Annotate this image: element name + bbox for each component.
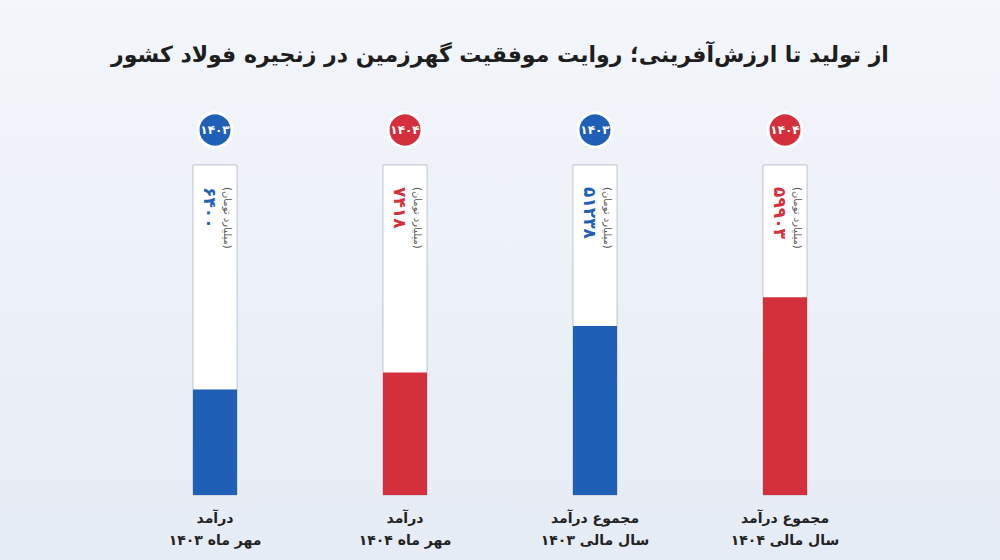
svg-text:(میلیارد تومان): (میلیارد تومان) bbox=[412, 187, 423, 249]
svg-text:۱۴۰۳: ۱۴۰۳ bbox=[580, 123, 610, 137]
svg-text:۱۴۰۴: ۱۴۰۴ bbox=[770, 123, 799, 137]
svg-text:سال مالی ۱۴۰۳: سال مالی ۱۴۰۳ bbox=[541, 532, 649, 548]
svg-text:۶۴۰۰: ۶۴۰۰ bbox=[200, 187, 220, 229]
svg-text:از تولید تا ارزش‌آفرینی؛ روایت: از تولید تا ارزش‌آفرینی؛ روایت موفقیت گه… bbox=[110, 40, 889, 68]
svg-text:۷۴۱۸: ۷۴۱۸ bbox=[390, 187, 410, 229]
svg-text:مهر ماه ۱۴۰۴: مهر ماه ۱۴۰۴ bbox=[359, 532, 452, 549]
svg-text:درآمد: درآمد bbox=[387, 509, 424, 526]
svg-text:مجموع درآمد: مجموع درآمد bbox=[741, 509, 829, 527]
svg-text:(میلیارد تومان): (میلیارد تومان) bbox=[222, 187, 233, 249]
svg-text:مجموع درآمد: مجموع درآمد bbox=[551, 509, 639, 527]
svg-text:۵۹۹۰۳: ۵۹۹۰۳ bbox=[770, 187, 790, 240]
svg-text:درآمد: درآمد bbox=[197, 509, 234, 526]
svg-text:(میلیارد تومان): (میلیارد تومان) bbox=[602, 187, 613, 249]
svg-text:(میلیارد تومان): (میلیارد تومان) bbox=[792, 187, 803, 249]
svg-text:۱۴۰۴: ۱۴۰۴ bbox=[390, 123, 419, 137]
svg-text:سال مالی ۱۴۰۴: سال مالی ۱۴۰۴ bbox=[731, 532, 839, 548]
svg-text:۱۴۰۳: ۱۴۰۳ bbox=[200, 123, 230, 137]
svg-text:۵۱۲۳۸: ۵۱۲۳۸ bbox=[580, 187, 600, 240]
svg-text:مهر ماه ۱۴۰۳: مهر ماه ۱۴۰۳ bbox=[169, 532, 262, 549]
